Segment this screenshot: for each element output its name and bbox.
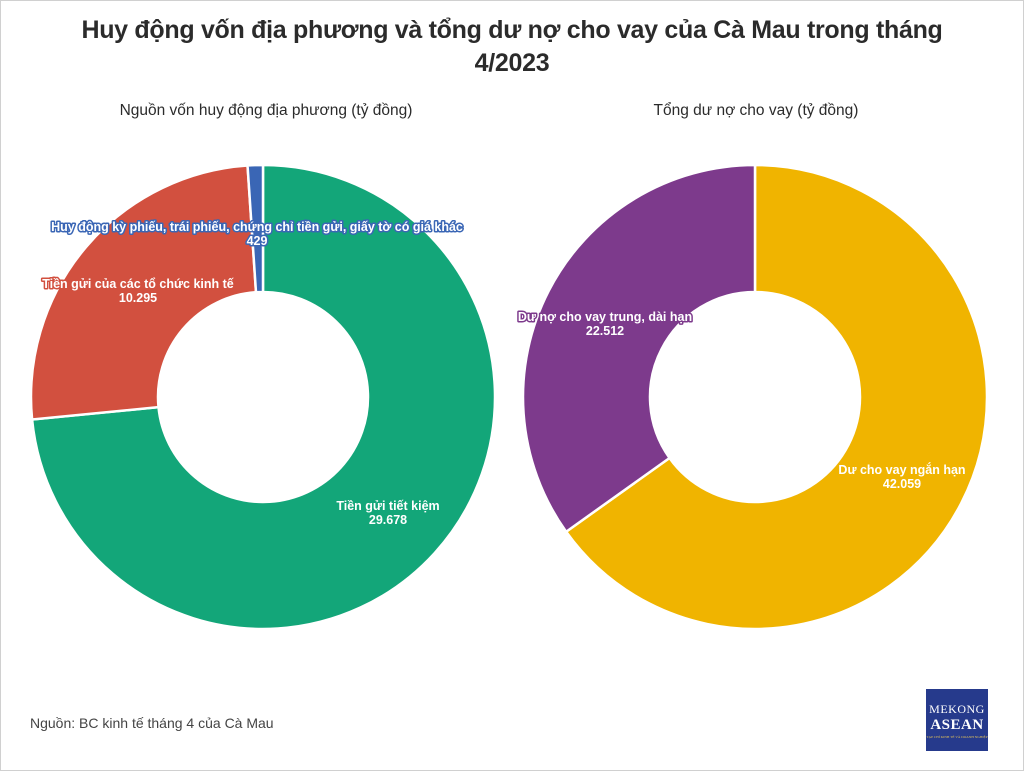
logo-line-1: MEKONG xyxy=(929,702,985,716)
right-donut xyxy=(521,163,989,631)
mekong-asean-logo: MEKONG ASEAN TẠP CHÍ KINH TẾ VÀ DOANH NG… xyxy=(926,689,988,751)
label-long-term-value: 22.512 xyxy=(586,324,624,338)
logo-line-2: ASEAN xyxy=(930,717,984,733)
title-line-1: Huy động vốn địa phương và tổng dư nợ ch… xyxy=(81,16,943,44)
label-savings-value: 29.678 xyxy=(369,513,407,527)
title-line-2: 4/2023 xyxy=(474,49,550,77)
donut-segment xyxy=(564,163,989,631)
label-short-term-name: Dư cho vay ngắn hạn xyxy=(838,462,965,477)
label-org-deposit-value: 10.295 xyxy=(119,291,157,305)
label-long-term-name: Dư nợ cho vay trung, dài hạn xyxy=(518,310,692,324)
donut-segment xyxy=(30,163,497,631)
chart-title: Huy động vốn địa phương và tổng dư nợ ch… xyxy=(0,14,1024,80)
label-bonds-name: Huy động kỳ phiếu, trái phiếu, chứng chỉ… xyxy=(51,220,463,234)
left-chart-subtitle: Nguồn vốn huy động địa phương (tỷ đồng) xyxy=(119,102,413,119)
donut-segment xyxy=(246,163,265,294)
donut-segment xyxy=(29,164,258,421)
label-org-deposit-name: Tiền gửi của các tổ chức kinh tế xyxy=(42,277,234,291)
donut-segment xyxy=(521,163,757,534)
source-note: Nguồn: BC kinh tế tháng 4 của Cà Mau xyxy=(30,715,274,731)
label-bonds-value: 429 xyxy=(247,234,268,248)
right-chart-subtitle: Tổng dư nợ cho vay (tỷ đồng) xyxy=(653,102,859,119)
logo-tagline: TẠP CHÍ KINH TẾ VÀ DOANH NGHIỆP xyxy=(926,735,988,739)
label-savings-name: Tiền gửi tiết kiệm xyxy=(336,499,439,513)
label-short-term-value: 42.059 xyxy=(883,477,921,491)
left-donut xyxy=(29,163,497,631)
